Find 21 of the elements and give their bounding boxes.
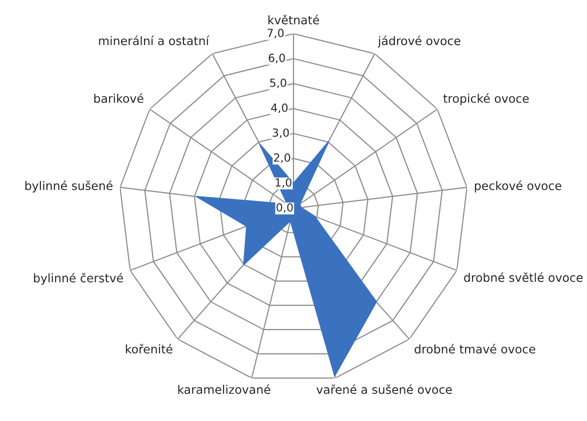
spoke-label: květnaté — [268, 14, 320, 24]
y-tick-label: 7,0 — [268, 28, 284, 38]
y-tick-label: 3,0 — [272, 128, 289, 138]
y-tick-label: 4,0 — [271, 104, 288, 114]
spoke-label: minerální a ostatní — [99, 36, 210, 46]
y-tick-label: 5,0 — [270, 78, 286, 88]
spoke-label: bylinné sušené — [25, 180, 112, 192]
y-tick-label: 0,0 — [276, 203, 293, 213]
y-tick-label: 1,0 — [276, 178, 292, 188]
spoke-label: bylinné čerstvé — [34, 272, 123, 285]
spoke-label: peckové ovoce — [474, 180, 562, 192]
spoke-label: drobné tmavé ovoce — [414, 344, 536, 354]
spoke-label: kořenité — [126, 344, 172, 354]
spoke-label: tropické ovoce — [443, 93, 529, 106]
y-tick-label: 6,0 — [268, 54, 285, 64]
y-tick-label: 2,0 — [274, 153, 290, 163]
spoke-label: barikové — [94, 93, 144, 103]
spoke-label: jádrové ovoce — [378, 36, 460, 48]
spoke-label: karamelizované — [178, 384, 270, 394]
spoke-label: drobné světlé ovoce — [464, 272, 583, 282]
spoke-label: vařené a sušené ovoce — [316, 384, 452, 394]
